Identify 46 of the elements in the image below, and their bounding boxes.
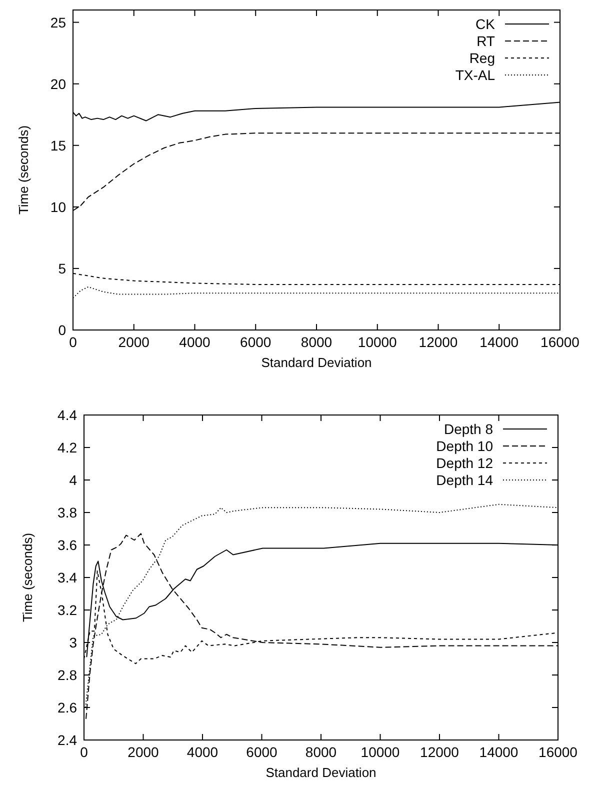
x-tick-label: 16000 — [540, 334, 580, 350]
x-tick-label: 12000 — [420, 744, 460, 760]
x-tick-label: 8000 — [300, 334, 332, 350]
y-tick-label: 3.4 — [58, 570, 78, 586]
x-axis-title: Standard Deviation — [266, 765, 376, 780]
x-axis-title: Standard Deviation — [261, 355, 372, 370]
legend-label: CK — [476, 16, 496, 32]
legend-label: Depth 8 — [444, 421, 494, 437]
legend-label: Depth 14 — [436, 472, 494, 488]
y-tick-label: 2.4 — [58, 732, 78, 748]
legend-label: Reg — [469, 50, 495, 66]
y-tick-label: 3.8 — [58, 504, 78, 520]
legend-label: Depth 10 — [436, 438, 494, 454]
x-tick-label: 14000 — [480, 334, 519, 350]
y-tick-label: 4.4 — [58, 407, 78, 423]
y-tick-label: 2.8 — [58, 667, 78, 683]
y-tick-label: 3.2 — [58, 602, 78, 618]
x-tick-label: 0 — [80, 744, 88, 760]
x-tick-label: 2000 — [128, 744, 160, 760]
y-tick-label: 10 — [50, 198, 66, 215]
y-tick-label: 5 — [58, 260, 66, 276]
x-tick-label: 4000 — [186, 744, 218, 760]
x-tick-label: 10000 — [358, 334, 398, 350]
legend-label: TX-AL — [455, 67, 496, 83]
x-tick-label: 12000 — [418, 334, 458, 350]
x-tick-label: 6000 — [240, 334, 272, 350]
x-tick-label: 2000 — [118, 334, 150, 350]
y-tick-label: 2.6 — [58, 700, 78, 716]
legend-label: RT — [476, 33, 496, 49]
y-tick-label: 3 — [69, 634, 78, 650]
x-tick-label: 6000 — [246, 744, 278, 760]
x-tick-label: 4000 — [179, 334, 211, 350]
y-tick-label: 0 — [58, 322, 66, 338]
y-tick-label: 4 — [69, 472, 78, 488]
y-tick-label: 15 — [50, 137, 66, 154]
y-tick-label: 4.2 — [58, 440, 78, 456]
y-tick-label: 3.6 — [58, 537, 78, 553]
x-tick-label: 16000 — [538, 744, 578, 760]
y-axis-title: Time (seconds) — [16, 125, 31, 215]
x-tick-label: 14000 — [479, 744, 518, 760]
y-tick-label: 20 — [50, 76, 66, 92]
legend-label: Depth 12 — [436, 455, 494, 471]
y-axis-title: Time (seconds) — [20, 532, 35, 622]
x-tick-label: 10000 — [360, 744, 400, 760]
y-tick-label: 25 — [50, 14, 66, 30]
x-tick-label: 8000 — [305, 744, 337, 760]
